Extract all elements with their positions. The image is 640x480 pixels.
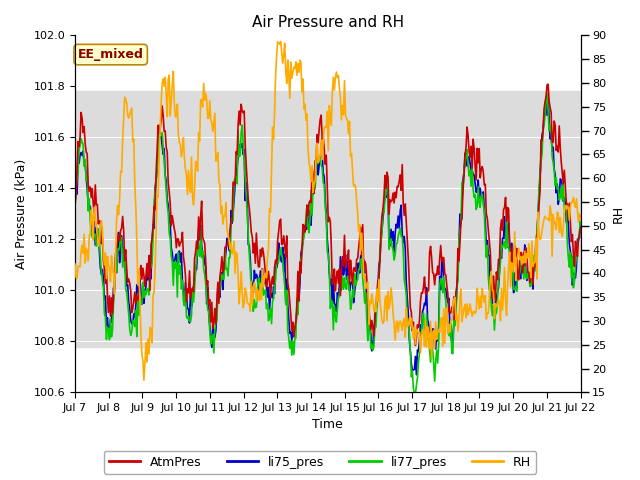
- X-axis label: Time: Time: [312, 419, 343, 432]
- Y-axis label: RH: RH: [612, 205, 625, 223]
- Legend: AtmPres, li75_pres, li77_pres, RH: AtmPres, li75_pres, li77_pres, RH: [104, 451, 536, 474]
- Text: EE_mixed: EE_mixed: [77, 48, 143, 61]
- Title: Air Pressure and RH: Air Pressure and RH: [252, 15, 404, 30]
- Y-axis label: Air Pressure (kPa): Air Pressure (kPa): [15, 159, 28, 269]
- Bar: [75, 92, 580, 347]
